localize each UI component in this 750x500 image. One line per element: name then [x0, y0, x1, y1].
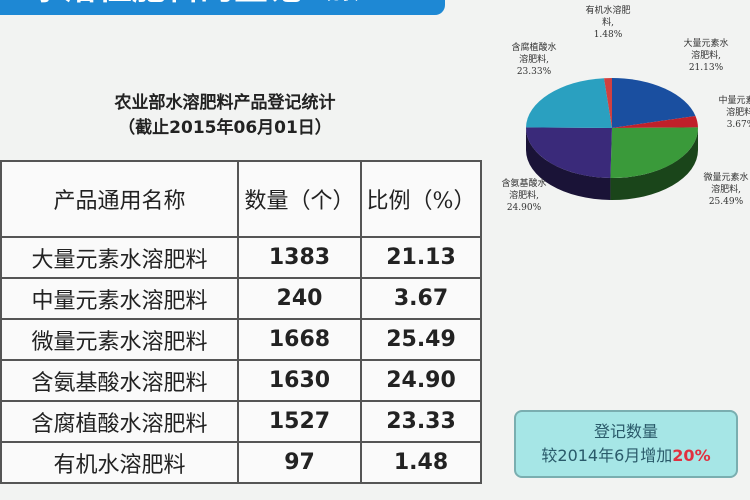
note-box: 登记数量 较2014年6月增加20%	[514, 410, 738, 478]
note-line1: 登记数量	[593, 422, 658, 441]
pie-label-pct: 21.13%	[688, 63, 724, 73]
table-row: 大量元素水溶肥料 1383 21.13	[0, 236, 482, 279]
cell-name: 含腐植酸水溶肥料	[0, 400, 239, 443]
pie-label: 含腐植酸水溶肥料, 23.33%	[508, 42, 560, 78]
cell-pct: 23.33	[360, 400, 482, 443]
table-row: 含氨基酸水溶肥料 1630 24.90	[0, 359, 482, 402]
cell-pct: 24.90	[360, 359, 482, 402]
pie-label-pct: 25.49%	[708, 197, 744, 207]
table-caption: 农业部水溶肥料产品登记统计	[114, 93, 336, 113]
pie-label: 微量元素水溶肥料, 25.49%	[700, 172, 750, 208]
cell-name: 含氨基酸水溶肥料	[0, 359, 239, 402]
pie-label-name: 含腐植酸水溶肥料,	[511, 43, 557, 65]
cell-pct: 21.13	[360, 236, 482, 279]
pie-label-name: 含氨基酸水溶肥料,	[501, 179, 547, 201]
pie-slice	[604, 78, 612, 128]
table-header-row: 产品通用名称 数量（个） 比例（%）	[0, 160, 482, 238]
cell-num: 1668	[237, 318, 362, 361]
pie-slice	[610, 127, 698, 178]
pie-label: 中量元素水溶肥料, 3.67%	[715, 95, 750, 131]
pie-slice	[612, 115, 698, 128]
cell-name: 中量元素水溶肥料	[0, 277, 239, 320]
pie-label: 有机水溶肥料, 1.48%	[582, 5, 634, 41]
cell-num: 97	[237, 441, 362, 484]
header-ratio: 比例（%）	[360, 160, 482, 238]
cell-name: 有机水溶肥料	[0, 441, 239, 484]
cell-pct: 25.49	[360, 318, 482, 361]
note-highlight: 20%	[672, 446, 711, 465]
registration-table: 产品通用名称 数量（个） 比例（%） 大量元素水溶肥料 1383 21.13 中量元素…	[0, 160, 482, 484]
pie-slice	[526, 127, 612, 178]
cell-num: 1630	[237, 359, 362, 402]
pie-label-name: 微量元素水溶肥料,	[703, 173, 749, 195]
cell-num: 240	[237, 277, 362, 320]
pie-label-name: 有机水溶肥料,	[585, 6, 631, 28]
cell-num: 1527	[237, 400, 362, 443]
pie-label-name: 大量元素水溶肥料,	[683, 39, 729, 61]
pie-label: 含氨基酸水溶肥料, 24.90%	[498, 178, 550, 214]
header-count: 数量（个）	[237, 160, 362, 238]
pie-label-pct: 24.90%	[506, 203, 542, 213]
cell-pct: 3.67	[360, 277, 482, 320]
pie-label-pct: 3.67%	[726, 120, 750, 130]
cell-pct: 1.48	[360, 441, 482, 484]
table-row: 中量元素水溶肥料 240 3.67	[0, 277, 482, 320]
table-row: 有机水溶肥料 97 1.48	[0, 441, 482, 484]
pie-label: 大量元素水溶肥料, 21.13%	[680, 38, 732, 74]
table-caption-date: （截止2015年06月01日）	[118, 118, 332, 138]
slide-title: 水溶性肥料的登记	[30, 0, 302, 8]
table-row: 含腐植酸水溶肥料 1527 23.33	[0, 400, 482, 443]
slide-title-banner: 水溶性肥料的登记 现状	[0, 0, 445, 15]
pie-label-name: 中量元素水溶肥料,	[718, 96, 750, 118]
cell-name: 微量元素水溶肥料	[0, 318, 239, 361]
pie-slice	[612, 78, 696, 128]
cell-num: 1383	[237, 236, 362, 279]
pie-label-pct: 23.33%	[516, 67, 552, 77]
table-row: 微量元素水溶肥料 1668 25.49	[0, 318, 482, 361]
pie-side-2	[610, 128, 698, 200]
header-name: 产品通用名称	[0, 160, 239, 238]
note-line2: 较2014年6月增加	[541, 446, 673, 465]
slide-subtitle: 现状	[322, 0, 358, 4]
cell-name: 大量元素水溶肥料	[0, 236, 239, 279]
pie-label-pct: 1.48%	[593, 30, 623, 40]
pie-slice	[526, 78, 612, 128]
